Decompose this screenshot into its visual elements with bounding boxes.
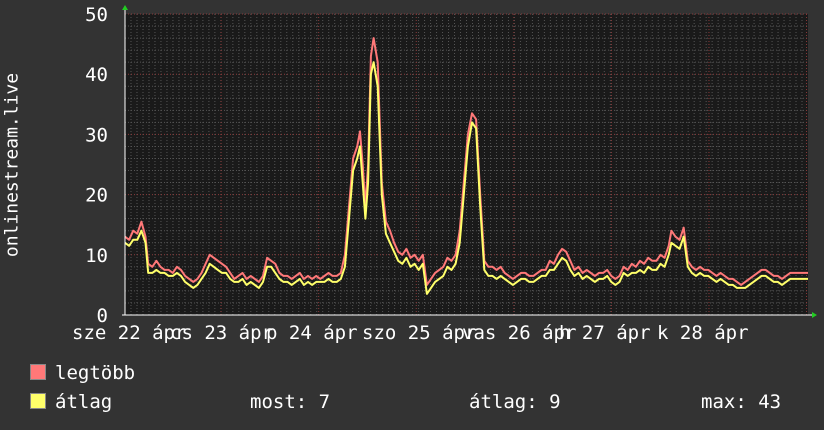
legend-item-max: legtöbb bbox=[30, 362, 135, 384]
y-tick-label: 10 bbox=[85, 245, 108, 267]
y-tick-label: 40 bbox=[85, 64, 108, 86]
x-tick-label: vas 26 ápr bbox=[462, 322, 576, 344]
legend-item-avg: átlag bbox=[30, 391, 112, 413]
x-axis-arrow bbox=[812, 312, 817, 318]
y-axis-arrow bbox=[122, 5, 128, 10]
y-axis-label: onlinestream.live bbox=[1, 72, 23, 258]
series-line-max bbox=[124, 37, 808, 286]
x-tick-label: k 28 ápr bbox=[657, 322, 749, 344]
stat-average: átlag: 9 bbox=[469, 391, 561, 413]
y-tick-label: 20 bbox=[85, 185, 108, 207]
legend-label-max: legtöbb bbox=[55, 362, 136, 384]
y-tick-label: 50 bbox=[85, 4, 108, 26]
x-tick-label: sze 22 ápr bbox=[72, 322, 186, 344]
stat-current: most: 7 bbox=[250, 391, 331, 413]
legend-swatch-avg bbox=[30, 393, 46, 409]
legend-label-avg: átlag bbox=[55, 391, 113, 413]
x-tick-label: szo 25 ápr bbox=[362, 322, 476, 344]
x-tick-label: p 24 ápr bbox=[266, 322, 358, 344]
legend-swatch-max bbox=[30, 364, 46, 380]
series-line-avg bbox=[124, 61, 808, 295]
x-tick-label: cs 23 ápr bbox=[170, 322, 273, 344]
y-tick-label: 30 bbox=[85, 124, 108, 146]
y-tick-label: 0 bbox=[97, 305, 108, 327]
x-tick-label: h 27 ápr bbox=[559, 322, 651, 344]
stat-maximum: max: 43 bbox=[701, 391, 782, 413]
